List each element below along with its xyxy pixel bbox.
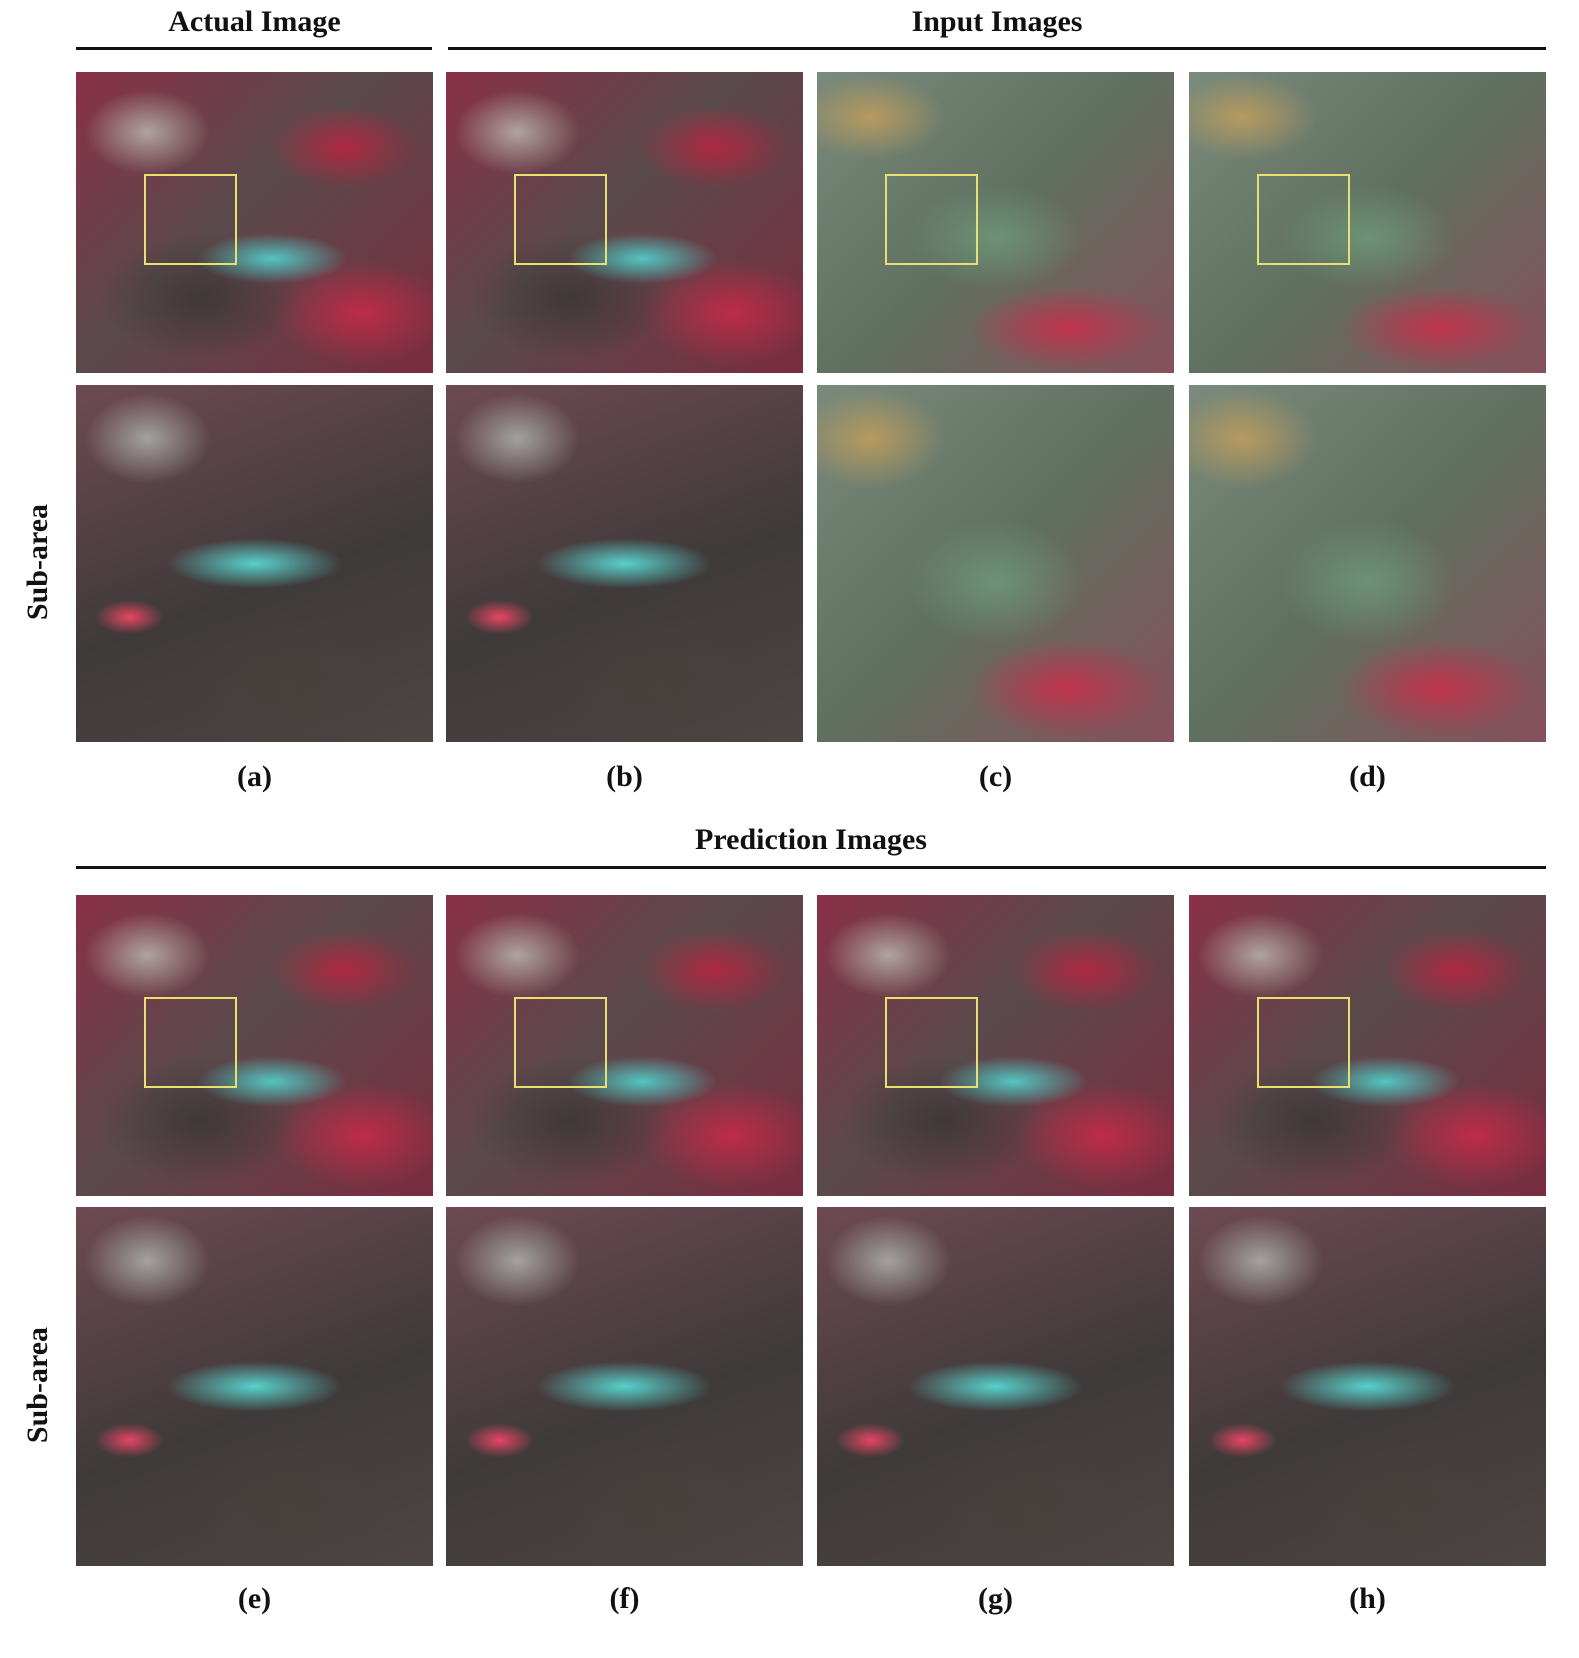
sub-area-image — [76, 385, 433, 742]
overview-image — [446, 895, 803, 1196]
sub-area-box — [884, 174, 978, 265]
panel-label: (d) — [1349, 760, 1386, 793]
sub-area-box — [1256, 997, 1350, 1088]
sub-area-image — [817, 1207, 1174, 1566]
section-rule — [76, 866, 1546, 869]
section-rule — [76, 47, 432, 50]
section-rule — [448, 47, 1546, 50]
overview-image — [1189, 72, 1546, 373]
panel-label: (e) — [237, 1582, 272, 1615]
section-title: Actual Image — [168, 5, 341, 38]
overview-image — [76, 72, 433, 373]
sub-area-image — [1189, 1207, 1546, 1566]
sub-area-box — [143, 997, 237, 1088]
overview-image — [76, 895, 433, 1196]
sub-area-box — [884, 997, 978, 1088]
sub-area-image — [446, 1207, 803, 1566]
panel-label: (a) — [237, 760, 272, 793]
sub-area-image — [817, 385, 1174, 742]
panel-label: (h) — [1349, 1582, 1386, 1615]
overview-image — [817, 72, 1174, 373]
overview-image — [817, 895, 1174, 1196]
overview-image — [446, 72, 803, 373]
sub-area-image — [76, 1207, 433, 1566]
sub-area-box — [513, 174, 607, 265]
overview-image — [1189, 895, 1546, 1196]
panel-label: (f) — [609, 1582, 640, 1615]
sub-area-box — [143, 174, 237, 265]
sub-area-box — [513, 997, 607, 1088]
row-label: Sub-area — [21, 503, 54, 621]
sub-area-image — [1189, 385, 1546, 742]
panel-label: (g) — [978, 1582, 1013, 1615]
section-title: Input Images — [911, 5, 1083, 38]
sub-area-image — [446, 385, 803, 742]
row-label: Sub-area — [21, 1326, 54, 1444]
panel-label: (b) — [606, 760, 643, 793]
sub-area-box — [1256, 174, 1350, 265]
panel-label: (c) — [978, 760, 1013, 793]
section-title: Prediction Images — [695, 823, 927, 856]
